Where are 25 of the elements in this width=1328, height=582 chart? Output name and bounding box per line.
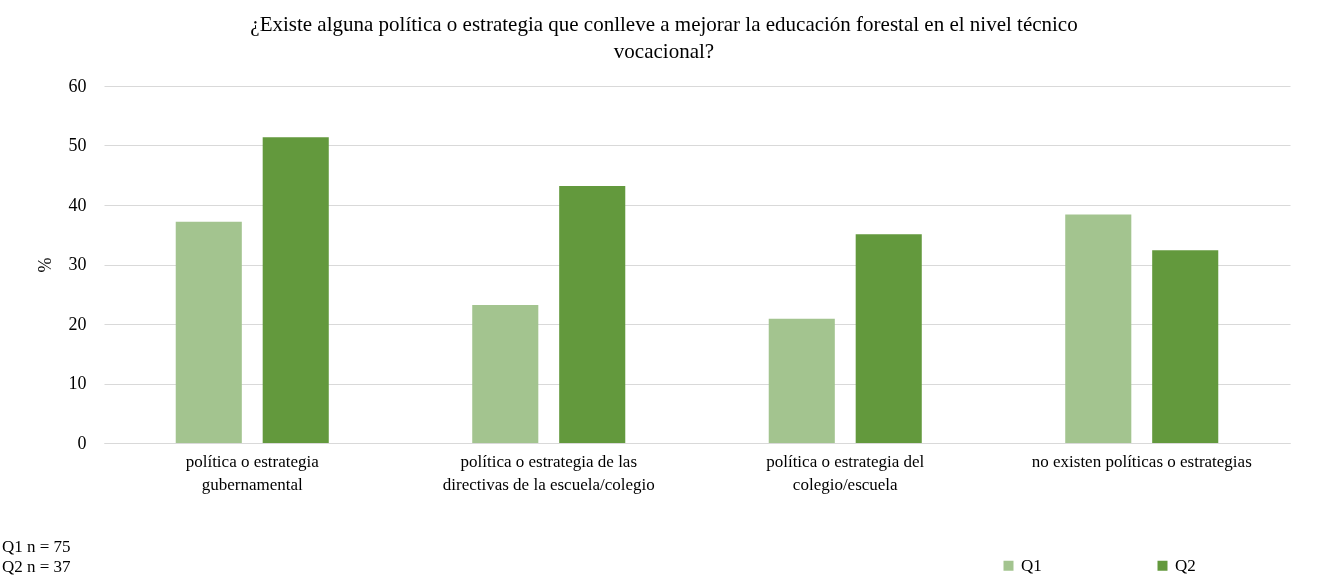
text: Q2 n = 37 [2,557,72,576]
bar [472,304,539,443]
legend-label: Q1 [1021,555,1042,575]
bar [768,318,835,443]
y-axis-title: % [34,257,55,273]
bar [175,221,242,443]
bar [262,137,329,443]
x-tick-label: política o estrategia de las directivas de la escuela/colegio [442,451,655,494]
bar [855,234,922,443]
bar [1065,214,1132,443]
y-tick-label: 30 [68,254,87,274]
x-tick-label: política o estrategia del colegio/escuela [766,451,925,494]
x-tick-label: no existen políticas o estrategias [1031,451,1252,471]
y-tick-label: 60 [68,75,87,96]
y-tick-label: 0 [77,432,87,453]
y-tick-label: 10 [68,373,87,393]
y-tick-label: 50 [68,135,87,155]
chart-title: ¿Existe alguna política o estrategia que conlleve a mejorar la educación forestal en el nivel técnico vocacional? [250,12,1078,63]
legend-label: Q2 [1175,555,1196,575]
y-tick-label: 20 [68,313,87,334]
x-tick-label: política o estrategia gubernamental [185,451,320,494]
bar [1152,250,1219,443]
text: Q1 n = 75 [2,537,71,556]
y-tick-label: 40 [68,194,87,215]
bar [559,185,626,443]
